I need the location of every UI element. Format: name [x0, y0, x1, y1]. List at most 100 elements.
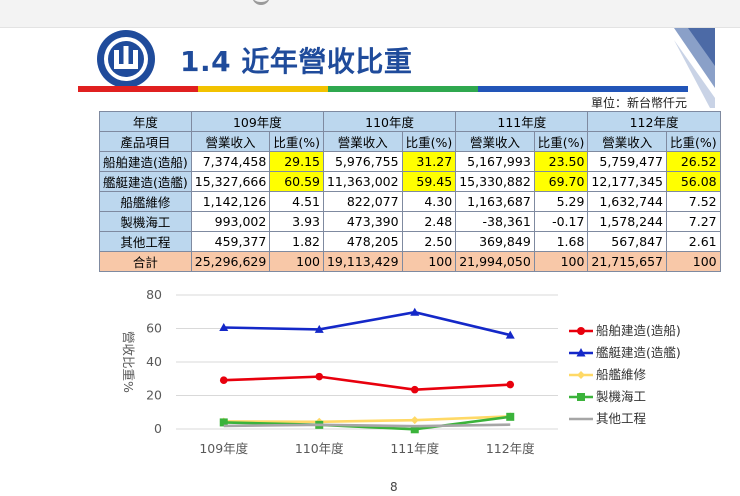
- y-tick-label: 80: [146, 287, 162, 302]
- revenue-cell: 369,849: [455, 231, 535, 252]
- row-label: 船艦維修: [99, 191, 192, 212]
- table-row: 船舶建造(造船) 7,374,458 29.15 5,976,755 31.27…: [99, 151, 721, 172]
- table-row: 其他工程 459,377 1.82 478,205 2.50 369,849 1…: [99, 231, 721, 252]
- revenue-cell: 1,142,126: [190, 191, 271, 212]
- sub-header-cell: 比重(%): [533, 131, 589, 152]
- share-cell: -0.17: [533, 211, 589, 232]
- revenue-cell: 19,113,429: [322, 251, 403, 272]
- revenue-cell: 459,377: [190, 231, 271, 252]
- sub-header-cell: 比重(%): [401, 131, 457, 152]
- legend-entry: 船舶建造(造船): [568, 320, 681, 342]
- year-cell: 112年度: [587, 111, 721, 132]
- x-tick-label: 112年度: [486, 441, 535, 456]
- revenue-table: 年度 109年度 110年度 111年度 112年度 產品項目 營業收入 比重(…: [99, 111, 721, 272]
- title-bar-yellow: [198, 86, 328, 92]
- series-line: [223, 415, 511, 424]
- share-cell: 4.30: [401, 191, 457, 212]
- table-row: 製機海工 993,002 3.93 473,390 2.48 -38,361 -…: [99, 211, 721, 232]
- sub-header-cell: 營業收入: [190, 131, 271, 152]
- sub-header-cell: 營業收入: [455, 131, 535, 152]
- revenue-cell: 822,077: [322, 191, 403, 212]
- legend-marker-icon: [569, 327, 593, 335]
- revenue-cell: 25,296,629: [190, 251, 271, 272]
- share-cell: 29.15: [269, 151, 324, 172]
- title-bar-green: [328, 86, 478, 92]
- slide-title: 1.4 近年營收比重: [180, 45, 413, 78]
- revenue-cell: 993,002: [190, 211, 271, 232]
- company-logo-icon: [97, 30, 155, 88]
- legend-marker-icon: [569, 371, 593, 379]
- x-tick-label: 110年度: [295, 441, 344, 456]
- row-label: 船舶建造(造船): [99, 151, 192, 172]
- series-line: [223, 310, 511, 337]
- data-point: [314, 324, 324, 333]
- series-line: [223, 415, 511, 431]
- share-cell: 2.61: [666, 231, 721, 252]
- share-cell: 59.45: [401, 171, 457, 192]
- year-cell: 111年度: [455, 111, 589, 132]
- row-label: 製機海工: [99, 211, 192, 232]
- share-cell: 56.08: [666, 171, 721, 192]
- revenue-cell: 473,390: [322, 211, 403, 232]
- revenue-cell: 15,327,666: [190, 171, 271, 192]
- share-cell: 100: [666, 251, 721, 272]
- revenue-cell: -38,361: [455, 211, 535, 232]
- y-tick-label: 20: [146, 388, 162, 403]
- item-header-cell: 產品項目: [99, 131, 192, 152]
- data-point: [410, 307, 420, 316]
- legend-label: 船舶建造(造船): [596, 323, 681, 338]
- row-label: 其他工程: [99, 231, 192, 252]
- revenue-cell: 5,976,755: [322, 151, 403, 172]
- sub-header-row: 產品項目 營業收入 比重(%) 營業收入 比重(%) 營業收入 比重(%) 營業…: [99, 131, 721, 152]
- corner-decoration-icon: [674, 28, 715, 108]
- revenue-cell: 1,578,244: [587, 211, 667, 232]
- data-point: [410, 385, 419, 394]
- page-number: 8: [390, 480, 398, 494]
- revenue-cell: 12,177,345: [587, 171, 667, 192]
- x-tick-label: 109年度: [199, 441, 248, 456]
- share-cell: 60.59: [269, 171, 324, 192]
- revenue-cell: 1,163,687: [455, 191, 535, 212]
- legend-marker-icon: [569, 348, 593, 357]
- y-tick-label: 0: [154, 421, 162, 436]
- share-cell: 3.93: [269, 211, 324, 232]
- revenue-cell: 478,205: [322, 231, 403, 252]
- revenue-cell: 5,759,477: [587, 151, 667, 172]
- share-cell: 1.68: [533, 231, 589, 252]
- data-point: [315, 372, 324, 381]
- share-cell: 7.52: [666, 191, 721, 212]
- revenue-cell: 11,363,002: [322, 171, 403, 192]
- data-point: [219, 376, 228, 384]
- sub-header-cell: 比重(%): [666, 131, 721, 152]
- share-cell: 100: [269, 251, 324, 272]
- legend-entry: 艦艇建造(造艦): [568, 342, 681, 364]
- legend-marker-icon: [569, 393, 593, 401]
- revenue-cell: 7,374,458: [190, 151, 271, 172]
- legend-entry: 製機海工: [568, 386, 681, 408]
- data-point: [506, 412, 515, 421]
- share-cell: 2.50: [401, 231, 457, 252]
- revenue-cell: 5,167,993: [455, 151, 535, 172]
- legend-entry: 其他工程: [568, 408, 681, 430]
- slide: 1.4 近年營收比重 單位：新台幣仟元 年度 109年度 110年度 111年度…: [78, 28, 721, 496]
- year-cell: 109年度: [190, 111, 324, 132]
- title-bar-blue: [478, 86, 688, 92]
- data-point: [219, 323, 229, 332]
- data-point: [506, 380, 515, 389]
- share-cell: 4.51: [269, 191, 324, 212]
- share-cell: 7.27: [666, 211, 721, 232]
- year-header-row: 年度 109年度 110年度 111年度 112年度: [99, 111, 721, 132]
- legend-marker-icon: [569, 417, 593, 421]
- data-point: [505, 330, 515, 339]
- series-line: [223, 423, 511, 428]
- browser-top-strip: [0, 0, 740, 28]
- year-header-cell: 年度: [99, 111, 192, 132]
- row-label: 合計: [99, 251, 192, 272]
- revenue-cell: 567,847: [587, 231, 667, 252]
- sub-header-cell: 比重(%): [269, 131, 324, 152]
- share-cell: 1.82: [269, 231, 324, 252]
- legend-entry: 船艦維修: [568, 364, 681, 386]
- loading-arc-icon: [252, 0, 270, 5]
- year-cell: 110年度: [322, 111, 457, 132]
- sub-header-cell: 營業收入: [587, 131, 667, 152]
